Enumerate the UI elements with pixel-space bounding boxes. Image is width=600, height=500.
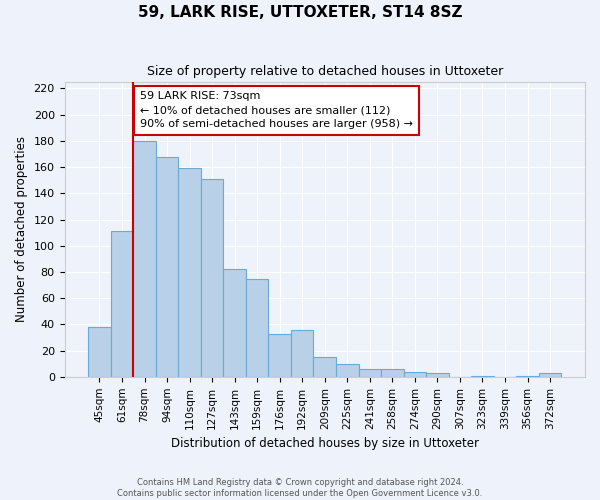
Bar xyxy=(156,156,178,377)
Bar xyxy=(404,372,426,377)
Bar xyxy=(291,330,313,377)
Bar xyxy=(426,373,449,377)
Title: Size of property relative to detached houses in Uttoxeter: Size of property relative to detached ho… xyxy=(146,65,503,78)
Bar xyxy=(471,376,494,377)
Bar xyxy=(88,327,111,377)
Bar xyxy=(246,278,268,377)
Text: Contains HM Land Registry data © Crown copyright and database right 2024.
Contai: Contains HM Land Registry data © Crown c… xyxy=(118,478,482,498)
Y-axis label: Number of detached properties: Number of detached properties xyxy=(15,136,28,322)
Bar xyxy=(268,334,291,377)
X-axis label: Distribution of detached houses by size in Uttoxeter: Distribution of detached houses by size … xyxy=(171,437,479,450)
Text: 59, LARK RISE, UTTOXETER, ST14 8SZ: 59, LARK RISE, UTTOXETER, ST14 8SZ xyxy=(138,5,462,20)
Bar xyxy=(359,369,381,377)
Bar xyxy=(201,179,223,377)
Bar xyxy=(539,373,562,377)
Bar xyxy=(111,232,133,377)
Bar xyxy=(178,168,201,377)
Text: 59 LARK RISE: 73sqm
← 10% of detached houses are smaller (112)
90% of semi-detac: 59 LARK RISE: 73sqm ← 10% of detached ho… xyxy=(140,91,413,129)
Bar xyxy=(381,369,404,377)
Bar xyxy=(313,357,336,377)
Bar xyxy=(516,376,539,377)
Bar xyxy=(133,141,156,377)
Bar xyxy=(336,364,359,377)
Bar xyxy=(223,270,246,377)
